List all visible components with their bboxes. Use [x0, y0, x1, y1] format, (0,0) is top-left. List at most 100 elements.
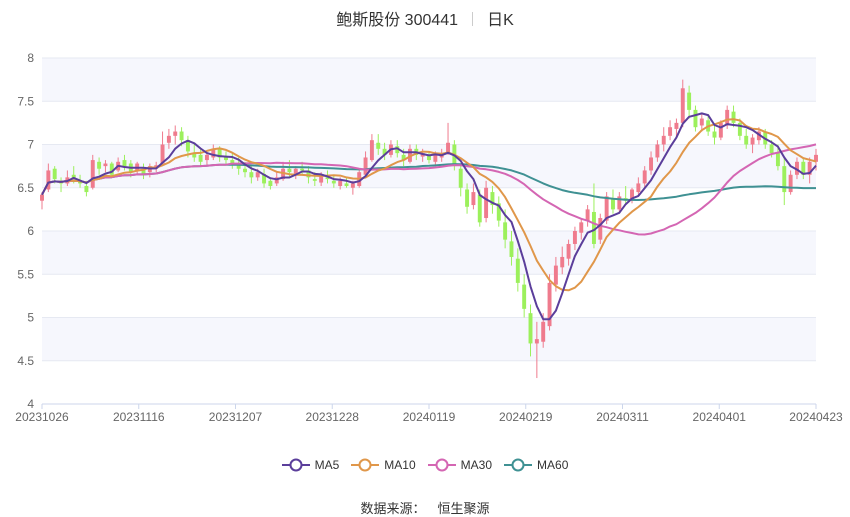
legend-label: MA30: [460, 458, 493, 472]
candle: [693, 105, 698, 132]
chart-title: 鲍斯股份 300441 日K: [0, 6, 850, 30]
moving-average-lines: [41, 112, 817, 321]
candle: [109, 161, 114, 178]
period-label[interactable]: 日K: [487, 12, 514, 29]
x-tick-label: 20231207: [209, 410, 263, 424]
legend-item-ma60[interactable]: MA60: [504, 458, 568, 472]
candle: [642, 166, 647, 188]
candle: [674, 118, 679, 138]
y-tick-label: 6.5: [17, 181, 34, 195]
candle: [198, 148, 203, 167]
candle: [382, 142, 387, 161]
candle: [687, 85, 692, 119]
candle: [534, 321, 539, 379]
candle: [795, 157, 799, 180]
candle: [611, 189, 615, 214]
candle: [484, 180, 489, 223]
candle: [230, 153, 235, 169]
candle: [262, 168, 267, 188]
y-tick-label: 5.5: [17, 267, 34, 281]
candle: [528, 304, 533, 357]
stock-name: 鲍斯股份 300441: [336, 12, 459, 29]
legend-marker-icon: [427, 458, 456, 472]
candle: [465, 183, 470, 214]
plot-band: [42, 317, 816, 361]
candle: [668, 120, 673, 141]
candle: [591, 183, 596, 249]
candle: [293, 166, 298, 180]
candle: [788, 170, 793, 195]
source-value: 恒生聚源: [437, 501, 490, 516]
candle: [268, 177, 273, 190]
candle: [801, 157, 806, 180]
candle: [699, 114, 704, 132]
candle: [160, 131, 165, 167]
candle: [737, 118, 742, 141]
candle: [97, 157, 102, 175]
candle: [363, 151, 368, 178]
y-tick-label: 7.5: [17, 94, 34, 108]
candle: [166, 128, 171, 149]
candle: [572, 226, 577, 251]
candlestick-chart: 4 4.5 5 5.5 6 6.5 7 7.5 8 20231026 20231116 202312…: [15, 51, 843, 424]
x-tick-label: 20231116: [113, 410, 165, 424]
candle: [515, 248, 520, 292]
data-source: 数据来源： 恒生聚源: [0, 498, 850, 517]
legend-marker-icon: [351, 458, 380, 472]
y-tick-label: 6: [27, 224, 34, 238]
y-tick-label: 5: [27, 311, 34, 325]
candle: [598, 213, 603, 244]
x-tick-label: 20240423: [789, 410, 843, 424]
y-axis: 4 4.5 5 5.5 6 6.5 7 7.5 8: [17, 51, 34, 411]
x-tick-label: 20240119: [403, 410, 456, 424]
candle: [731, 105, 736, 128]
x-tick-label: 20240311: [596, 410, 649, 424]
x-tick-label: 20240219: [499, 410, 553, 424]
candle: [744, 128, 749, 149]
candle: [566, 239, 571, 266]
legend-item-ma5[interactable]: MA5: [281, 458, 340, 472]
candle: [369, 134, 374, 162]
candle: [680, 79, 685, 128]
legend-item-ma30[interactable]: MA30: [427, 458, 493, 472]
candle: [649, 151, 654, 175]
candle: [427, 151, 431, 164]
candle: [408, 144, 412, 164]
series-line-ma30: [41, 143, 817, 236]
plot-band: [42, 231, 816, 275]
source-label: 数据来源：: [360, 501, 426, 516]
candle: [547, 274, 552, 331]
candle: [655, 140, 660, 162]
candle: [458, 163, 463, 197]
candle: [636, 177, 641, 197]
title-separator: [472, 12, 474, 26]
candle: [782, 157, 787, 206]
candle: [204, 153, 209, 167]
candle: [750, 134, 755, 154]
candle: [344, 177, 349, 188]
candle: [585, 205, 590, 227]
x-axis: 20231026 20231116 20231207 20231228 20240119…: [15, 404, 843, 424]
legend: MA5 MA10 MA30 MA60: [0, 458, 850, 475]
candle: [617, 192, 622, 214]
y-tick-label: 8: [27, 51, 34, 65]
legend-label: MA10: [384, 458, 416, 472]
x-tick-label: 20231228: [306, 410, 360, 424]
candle: [509, 231, 514, 266]
x-tick-label: 20231026: [15, 410, 69, 424]
candles: [40, 79, 818, 379]
grid-lines: [42, 57, 816, 405]
candle: [490, 186, 495, 214]
candle: [471, 183, 476, 210]
legend-label: MA5: [314, 458, 340, 472]
y-tick-label: 4.5: [17, 354, 34, 368]
candle: [173, 125, 178, 145]
candle: [712, 125, 717, 145]
candle: [718, 120, 723, 141]
series-line-ma10: [41, 118, 817, 292]
legend-item-ma10[interactable]: MA10: [351, 458, 416, 472]
series-line-ma5: [41, 112, 817, 321]
x-tick-label: 20240401: [693, 410, 747, 424]
y-tick-label: 4: [27, 397, 34, 411]
candle: [103, 160, 108, 173]
